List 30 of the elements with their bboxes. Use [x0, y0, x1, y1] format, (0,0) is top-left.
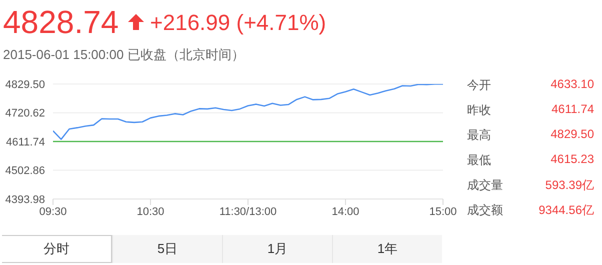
y-tick-label: 4393.98 [5, 194, 45, 206]
text: 1月 [222, 235, 332, 263]
text: +216.99 (+4.71%) [150, 10, 326, 36]
x-tick-label: 09:30 [39, 206, 67, 218]
text: 4611.74 [552, 102, 594, 118]
text: 成交量 [467, 177, 503, 194]
y-tick-label: 4502.86 [5, 165, 45, 178]
line-series [53, 84, 443, 140]
text: 9344.56亿 [538, 202, 594, 219]
text: 最低 [467, 152, 491, 169]
y-tick-label: 4829.50 [5, 78, 45, 91]
text: 分时 [2, 235, 112, 263]
text: 5日 [112, 235, 222, 263]
text: 昨收 [467, 102, 491, 119]
x-tick-label: 14:00 [332, 206, 360, 218]
y-tick-label: 4720.62 [5, 108, 45, 120]
x-tick-label: 15:00 [429, 206, 457, 218]
text: 今开 [467, 77, 491, 94]
text: 1年 [332, 235, 442, 263]
chart-title: 4828.74 [3, 4, 119, 40]
chart-subtitle: 2015-06-01 15:00:00 已收盘（北京时间） [3, 46, 244, 64]
text: 成交额 [467, 202, 503, 219]
y-tick-label: 4611.74 [6, 136, 45, 148]
text: 4829.50 [550, 127, 594, 143]
x-tick-label: 11:30/13:00 [219, 206, 277, 218]
text: 4633.10 [550, 77, 594, 93]
text: 593.39亿 [545, 177, 594, 194]
text: 最高 [467, 127, 491, 144]
text: 4615.23 [550, 152, 594, 168]
x-tick-label: 10:30 [136, 206, 164, 218]
